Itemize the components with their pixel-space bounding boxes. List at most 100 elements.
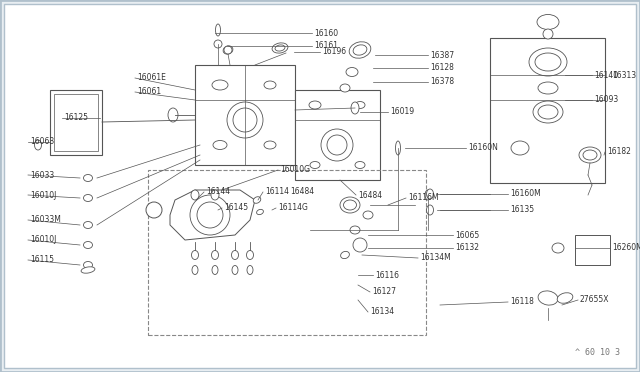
Text: 16010J: 16010J xyxy=(30,235,56,244)
Text: 16484: 16484 xyxy=(290,187,314,196)
Text: 16182: 16182 xyxy=(607,148,631,157)
Text: 16145: 16145 xyxy=(224,203,248,212)
Bar xyxy=(195,65,295,165)
Ellipse shape xyxy=(552,243,564,253)
Text: 16132: 16132 xyxy=(455,244,479,253)
Text: 16134: 16134 xyxy=(370,308,394,317)
Text: 16116M: 16116M xyxy=(408,193,438,202)
Text: ^ 60 10 3: ^ 60 10 3 xyxy=(575,348,620,357)
Ellipse shape xyxy=(83,195,93,202)
Ellipse shape xyxy=(211,190,219,200)
Ellipse shape xyxy=(212,80,228,90)
Ellipse shape xyxy=(537,15,559,29)
Text: 16033M: 16033M xyxy=(30,215,61,224)
Ellipse shape xyxy=(257,209,264,215)
Ellipse shape xyxy=(191,250,198,260)
Text: 16160M: 16160M xyxy=(510,189,541,199)
Ellipse shape xyxy=(396,141,401,155)
Text: 16313: 16313 xyxy=(612,71,636,80)
Polygon shape xyxy=(170,190,255,240)
Text: 16260M: 16260M xyxy=(612,244,640,253)
Ellipse shape xyxy=(168,108,178,122)
Text: 16065: 16065 xyxy=(455,231,479,240)
Circle shape xyxy=(327,135,347,155)
Ellipse shape xyxy=(363,211,373,219)
Text: 16161: 16161 xyxy=(314,42,338,51)
Ellipse shape xyxy=(216,24,221,36)
Ellipse shape xyxy=(346,67,358,77)
Ellipse shape xyxy=(211,250,218,260)
Ellipse shape xyxy=(529,48,567,76)
Text: 16125: 16125 xyxy=(64,113,88,122)
Text: 16010G: 16010G xyxy=(280,166,310,174)
Ellipse shape xyxy=(264,141,276,149)
Circle shape xyxy=(190,195,230,235)
Ellipse shape xyxy=(351,102,359,114)
Circle shape xyxy=(233,108,257,132)
Circle shape xyxy=(224,46,232,54)
Ellipse shape xyxy=(425,190,431,200)
Ellipse shape xyxy=(83,262,93,269)
Ellipse shape xyxy=(309,101,321,109)
Ellipse shape xyxy=(511,141,529,155)
Bar xyxy=(148,170,426,335)
Text: 16127: 16127 xyxy=(372,288,396,296)
Text: 16134M: 16134M xyxy=(420,253,451,263)
Ellipse shape xyxy=(579,147,601,163)
Circle shape xyxy=(543,29,553,39)
Ellipse shape xyxy=(275,45,285,51)
Bar xyxy=(50,90,102,155)
Text: 16144: 16144 xyxy=(206,187,230,196)
Circle shape xyxy=(227,102,263,138)
Ellipse shape xyxy=(353,45,367,55)
Text: 16387: 16387 xyxy=(430,51,454,60)
Ellipse shape xyxy=(538,105,558,119)
Text: 16063: 16063 xyxy=(30,138,54,147)
Text: 16114: 16114 xyxy=(265,187,289,196)
Circle shape xyxy=(214,40,222,48)
Ellipse shape xyxy=(340,251,349,259)
Ellipse shape xyxy=(35,140,42,150)
Ellipse shape xyxy=(232,250,239,260)
Ellipse shape xyxy=(426,205,433,215)
Text: 16093: 16093 xyxy=(594,96,618,105)
Circle shape xyxy=(321,129,353,161)
Ellipse shape xyxy=(350,226,360,234)
Text: 16010J: 16010J xyxy=(30,190,56,199)
Circle shape xyxy=(146,202,162,218)
Text: 16114G: 16114G xyxy=(278,203,308,212)
Ellipse shape xyxy=(272,43,288,53)
Ellipse shape xyxy=(340,197,360,213)
Ellipse shape xyxy=(533,101,563,123)
Ellipse shape xyxy=(538,291,558,305)
Text: 16061E: 16061E xyxy=(137,74,166,83)
Text: 16135: 16135 xyxy=(510,205,534,215)
Ellipse shape xyxy=(344,200,356,210)
Ellipse shape xyxy=(535,53,561,71)
Ellipse shape xyxy=(246,250,253,260)
Text: 16196: 16196 xyxy=(322,48,346,57)
Ellipse shape xyxy=(557,293,573,303)
Ellipse shape xyxy=(355,102,365,109)
Ellipse shape xyxy=(355,161,365,169)
Circle shape xyxy=(197,202,223,228)
Ellipse shape xyxy=(212,266,218,275)
Text: 16118: 16118 xyxy=(510,298,534,307)
Text: 27655X: 27655X xyxy=(580,295,609,305)
Ellipse shape xyxy=(310,161,320,169)
Text: 16160: 16160 xyxy=(314,29,338,38)
Ellipse shape xyxy=(349,42,371,58)
Text: 16019: 16019 xyxy=(390,108,414,116)
Ellipse shape xyxy=(192,266,198,275)
Ellipse shape xyxy=(191,190,199,200)
Ellipse shape xyxy=(253,197,260,203)
Ellipse shape xyxy=(83,221,93,228)
Ellipse shape xyxy=(81,267,95,273)
Text: 16115: 16115 xyxy=(30,256,54,264)
Ellipse shape xyxy=(340,84,350,92)
Ellipse shape xyxy=(232,266,238,275)
Text: 16140: 16140 xyxy=(594,71,618,80)
Ellipse shape xyxy=(426,189,433,199)
Ellipse shape xyxy=(247,266,253,275)
Text: 16116: 16116 xyxy=(375,270,399,279)
